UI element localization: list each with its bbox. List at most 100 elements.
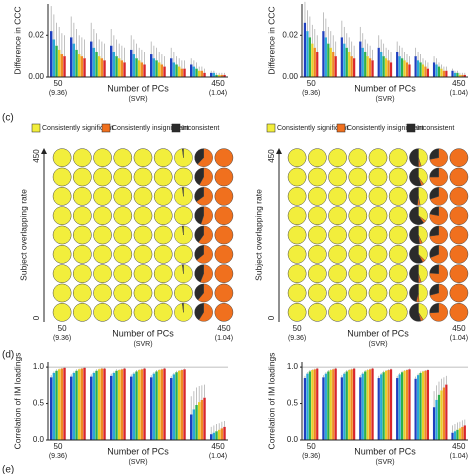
bar: [361, 373, 364, 440]
x-axis-label: Number of PCs: [354, 446, 416, 456]
pie-slice: [287, 245, 307, 264]
bar: [403, 60, 406, 77]
bar: [130, 376, 133, 440]
bar: [437, 66, 441, 77]
bar: [463, 425, 466, 440]
x-end-label: 450: [211, 442, 225, 451]
pie-slice: [93, 167, 112, 187]
pie-slice: [153, 167, 173, 187]
pie-slice: [308, 206, 327, 225]
bar: [210, 72, 213, 77]
x-note: (SVR): [375, 96, 394, 103]
pie-slice: [348, 225, 368, 245]
bar: [461, 74, 464, 77]
bar: [385, 58, 388, 77]
bar: [138, 370, 141, 440]
bar: [316, 368, 319, 440]
pie-slice: [388, 225, 408, 245]
bar: [203, 72, 206, 77]
y-tick-label: 0.0: [287, 435, 299, 444]
pie-slice: [113, 303, 133, 322]
bar: [426, 68, 430, 77]
pie-slice: [52, 225, 72, 245]
bar: [72, 43, 76, 77]
bar: [63, 367, 66, 440]
pie-slice: [182, 264, 184, 274]
pie-slice: [153, 283, 173, 303]
bar: [175, 372, 178, 440]
pie-slice: [287, 264, 307, 283]
bar: [138, 60, 141, 77]
bar: [324, 373, 327, 440]
pie-slice: [409, 148, 419, 167]
bar: [437, 394, 441, 440]
pie-slice: [308, 167, 327, 187]
pie-slice: [348, 167, 368, 187]
bar: [172, 62, 176, 77]
pie-slice: [73, 303, 92, 322]
x-note: (SVR): [128, 459, 147, 466]
bar: [70, 376, 73, 440]
bar: [72, 372, 76, 440]
y-axis-label: Subject overlapping rate: [253, 189, 263, 281]
bar: [353, 58, 356, 77]
pie-slice: [368, 167, 388, 187]
bar: [160, 369, 164, 440]
bar: [92, 372, 96, 440]
bar: [400, 58, 404, 77]
x-axis-label: Number of PCs: [107, 83, 169, 93]
pie-slice: [214, 206, 234, 225]
y-tick-label: 0: [267, 315, 276, 320]
x-note: (SVR): [133, 341, 152, 348]
pie-slice: [449, 206, 469, 225]
x-start-sub: (9.36): [53, 335, 71, 342]
bar: [377, 47, 380, 77]
bar: [382, 56, 385, 77]
legend-label: Inconsistent: [182, 125, 219, 132]
bar: [435, 399, 438, 440]
bar: [158, 62, 161, 77]
x-start-label: 50: [293, 324, 302, 333]
x-end-label: 450: [211, 79, 225, 88]
bar: [396, 378, 399, 440]
pie-slice: [328, 206, 347, 225]
x-end-sub: (1.04): [450, 453, 468, 460]
legend-swatch: [101, 123, 111, 133]
bar: [345, 371, 348, 440]
bar: [163, 66, 166, 77]
pie-slice: [409, 187, 419, 206]
bar: [311, 370, 314, 440]
pie-slice: [449, 187, 469, 206]
bar: [120, 369, 124, 440]
y-tick-label: 0.5: [287, 399, 299, 408]
pie-slice: [348, 303, 368, 322]
panel-label: (d): [2, 350, 14, 361]
pie-slice: [133, 225, 153, 245]
pie-slice: [52, 245, 72, 264]
pie-slice: [368, 148, 388, 167]
bar: [408, 64, 411, 77]
pie-slice: [308, 303, 327, 322]
y-tick-label: 0: [32, 315, 41, 320]
bar: [340, 37, 343, 77]
pie-slice: [133, 167, 153, 187]
bar: [303, 378, 307, 440]
pie-slice: [328, 303, 347, 322]
bar: [453, 431, 457, 440]
legend-label: Inconsistent: [417, 125, 454, 132]
pie-slice: [194, 225, 204, 243]
pie-slice: [73, 264, 92, 283]
pie-slice: [388, 167, 408, 187]
bar: [389, 62, 393, 77]
bar: [345, 47, 348, 77]
bar: [405, 62, 409, 77]
bar: [442, 387, 446, 440]
bar: [135, 371, 138, 440]
pie-slice: [194, 245, 204, 261]
bar: [152, 58, 156, 77]
x-start-sub: (9.36): [49, 453, 67, 460]
pie-slice: [194, 187, 204, 202]
y-axis-label: Correlation of IM loadings: [12, 353, 22, 450]
pie-slice: [113, 187, 133, 206]
legend-label: Consistently significant: [42, 125, 113, 132]
